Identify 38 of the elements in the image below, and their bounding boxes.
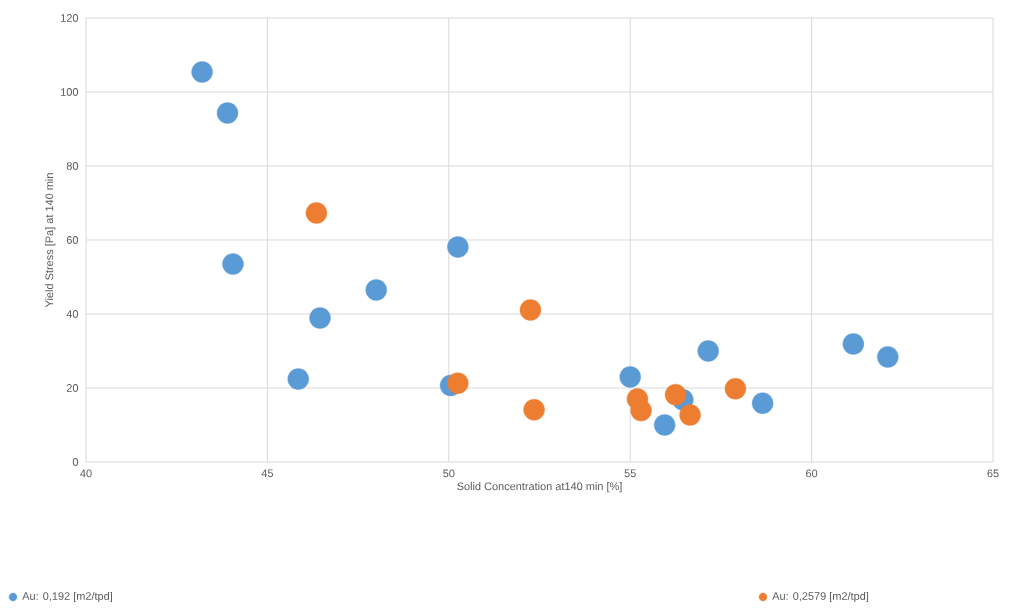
legend-label: Au: 0,192 [m2/tpd]: [22, 591, 112, 603]
point: [653, 414, 676, 436]
point: [365, 279, 387, 301]
point: [679, 404, 701, 426]
y-axis-title: Yield Stress [Pa] at 140 min: [45, 173, 56, 308]
y-tick-label: 0: [72, 458, 79, 466]
y-tick-label: 60: [66, 236, 79, 244]
y-tick-label: 120: [61, 14, 79, 22]
y-tick-label: 100: [61, 88, 79, 96]
point: [842, 333, 865, 355]
y-tick-label: 80: [66, 162, 79, 170]
point: [724, 378, 747, 400]
point: [523, 399, 545, 421]
point: [697, 340, 719, 362]
point: [216, 102, 239, 124]
x-tick-label: 50: [443, 469, 455, 478]
x-tick-label: 60: [806, 469, 818, 478]
point: [630, 399, 652, 422]
point: [619, 366, 641, 388]
y-tick-label: 40: [66, 310, 79, 318]
point: [305, 202, 328, 224]
point: [287, 368, 309, 390]
x-axis-title: Solid Concentration at140 min [%]: [457, 482, 622, 493]
x-tick-label: 55: [624, 469, 636, 478]
point: [447, 372, 469, 394]
y-tick-label: 20: [66, 384, 79, 392]
point: [519, 299, 542, 321]
point: [222, 253, 244, 275]
x-tick-label: 45: [261, 469, 274, 478]
x-tick-label: 65: [987, 469, 999, 478]
point: [447, 236, 469, 258]
point: [751, 392, 774, 414]
legend-label: Au: 0,2579 [m2/tpd]: [772, 591, 869, 603]
x-tick-label: 40: [80, 469, 92, 478]
point: [191, 61, 213, 83]
point: [309, 307, 331, 329]
point: [877, 346, 899, 368]
point: [664, 383, 687, 406]
